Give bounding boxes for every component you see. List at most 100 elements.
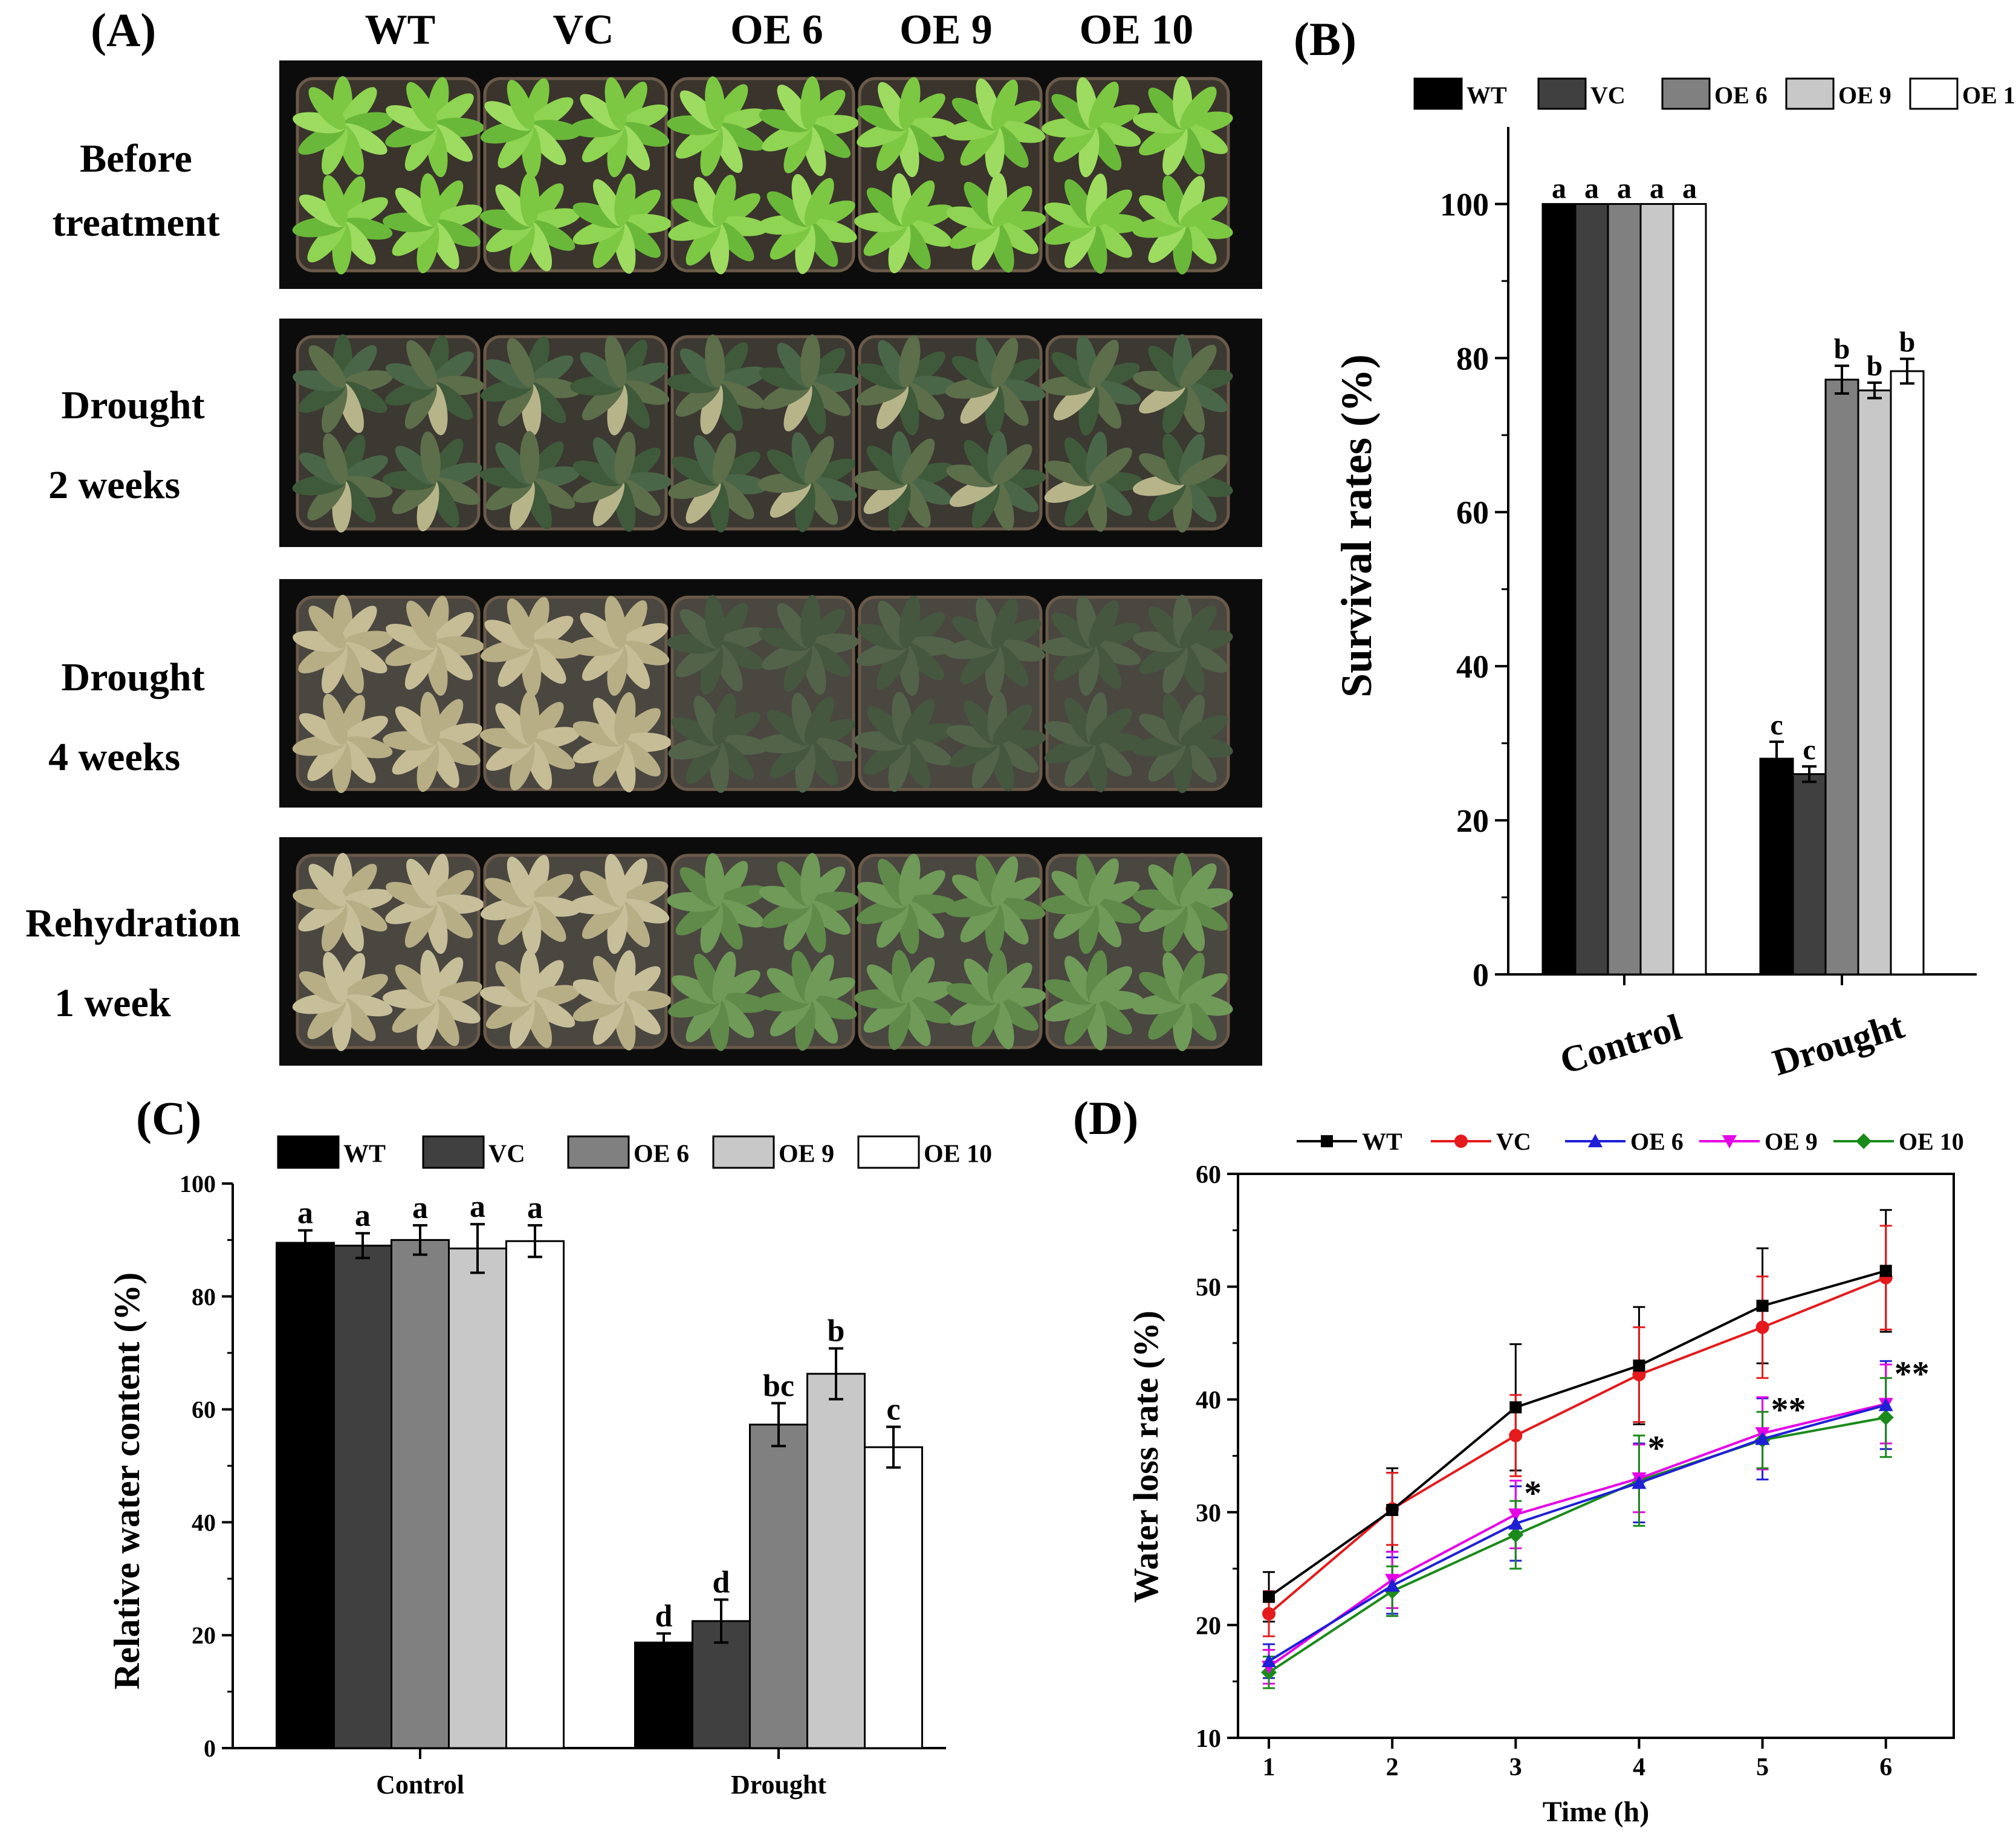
legend-swatch-vc bbox=[422, 1135, 485, 1169]
leaf bbox=[1179, 605, 1217, 649]
plant-rosette bbox=[857, 853, 956, 954]
panel-c-label: (C) bbox=[136, 1092, 202, 1144]
leaf bbox=[1162, 382, 1188, 433]
leaf bbox=[857, 105, 908, 132]
leaf bbox=[901, 699, 935, 745]
y-tick-label-40: 40 bbox=[192, 1509, 216, 1536]
series-line-oe-6 bbox=[1268, 1404, 1887, 1662]
legend-swatch-oe-6 bbox=[567, 1135, 630, 1169]
leaf bbox=[618, 121, 670, 147]
data-point-oe-6-t1 bbox=[1262, 1654, 1277, 1668]
plant-rosette bbox=[385, 595, 484, 696]
leaf bbox=[783, 124, 812, 173]
data-point-oe-6-t4 bbox=[1632, 1475, 1647, 1489]
y-tick-label-60: 60 bbox=[192, 1396, 216, 1424]
leaf bbox=[971, 221, 1000, 271]
leaf bbox=[430, 477, 481, 505]
leaf bbox=[386, 623, 436, 650]
plant-rosette bbox=[945, 597, 1046, 696]
plant-rosette bbox=[293, 334, 393, 433]
row-label-rehydration-line2: 1 week bbox=[54, 981, 171, 1025]
significance-letter-oe-9-control: a bbox=[470, 1190, 485, 1224]
bar-oe-10-drought bbox=[1890, 370, 1925, 976]
leaf bbox=[1179, 345, 1217, 388]
genotype-label-wt: WT bbox=[365, 7, 436, 53]
legend-label-vc: VC bbox=[1496, 1128, 1531, 1155]
bar-oe-6-drought bbox=[749, 1424, 808, 1749]
plant-rosette bbox=[570, 595, 670, 696]
leaf bbox=[1089, 898, 1141, 924]
leaf bbox=[993, 186, 1032, 227]
leaf bbox=[901, 438, 935, 485]
leaf bbox=[614, 950, 636, 1003]
plant-rosette bbox=[857, 595, 956, 696]
plant-rosette bbox=[757, 951, 857, 1051]
leaf bbox=[1088, 858, 1119, 907]
leaf bbox=[308, 345, 346, 388]
leaf bbox=[971, 997, 1000, 1048]
plant-rosette bbox=[481, 597, 581, 696]
leaf bbox=[1044, 461, 1095, 487]
leaf bbox=[671, 456, 721, 486]
leaf bbox=[420, 173, 441, 227]
leaf bbox=[783, 382, 812, 432]
bar-wt-control bbox=[1541, 202, 1577, 976]
leaf bbox=[715, 381, 765, 409]
leaf bbox=[1089, 189, 1132, 227]
leaf bbox=[1179, 86, 1217, 130]
leaf bbox=[604, 853, 627, 907]
leaf bbox=[991, 337, 1019, 388]
leaf bbox=[898, 335, 921, 388]
photo-drought-4-weeks bbox=[279, 579, 1262, 808]
plant-rosette bbox=[1042, 335, 1141, 436]
chart-c-water-content: 0 20 40 60 80 100 Relative water content (%) a a… bbox=[107, 1135, 991, 1799]
leaf bbox=[406, 82, 438, 130]
plant-rosette bbox=[668, 951, 768, 1051]
leaf bbox=[1089, 121, 1141, 147]
plant-rosette bbox=[383, 692, 482, 792]
data-point-oe-10-t3 bbox=[1508, 1527, 1524, 1543]
plant-rosette bbox=[292, 433, 393, 533]
leaf bbox=[572, 979, 624, 1005]
leaf bbox=[322, 382, 348, 433]
plant-rosette bbox=[1044, 950, 1143, 1051]
plant-photo-illustration bbox=[292, 595, 1233, 793]
legend-swatch-oe-6 bbox=[1661, 77, 1711, 110]
x-tick-label-1: 1 bbox=[1263, 1754, 1275, 1781]
plant-rosette bbox=[385, 853, 484, 954]
leaf bbox=[800, 76, 820, 130]
plant-rosette bbox=[1132, 76, 1233, 175]
series-line-vc bbox=[1268, 1276, 1887, 1615]
plant-rosette bbox=[1132, 175, 1233, 274]
leaf bbox=[800, 853, 820, 907]
genotype-label-oe10: OE 10 bbox=[1079, 7, 1194, 53]
leaf bbox=[520, 950, 540, 1003]
y-tick-label-80: 80 bbox=[1456, 340, 1489, 377]
y-tick-label-30: 30 bbox=[1196, 1500, 1221, 1527]
legend-label-vc: VC bbox=[1590, 82, 1625, 109]
leaf bbox=[1162, 901, 1188, 952]
genotype-label-vc: VC bbox=[553, 7, 614, 53]
leaf bbox=[857, 363, 908, 390]
bar-oe-9-control bbox=[448, 1247, 507, 1749]
leaf bbox=[902, 219, 952, 247]
leaf bbox=[804, 436, 834, 485]
plant-rosette bbox=[385, 335, 484, 436]
plant-rosette bbox=[570, 335, 670, 436]
leaf bbox=[1180, 455, 1228, 486]
plant-rosette bbox=[667, 76, 767, 177]
leaf bbox=[1178, 176, 1205, 227]
data-point-oe-6-t6 bbox=[1878, 1398, 1893, 1411]
plant-rosette bbox=[481, 78, 581, 178]
leaf bbox=[805, 737, 857, 762]
y-tick-label-60: 60 bbox=[1196, 1161, 1221, 1189]
legend-label-oe-10: OE 10 bbox=[1962, 82, 2016, 109]
leaf bbox=[759, 886, 811, 909]
leaf bbox=[1180, 715, 1228, 747]
leaf bbox=[618, 898, 670, 924]
photo-rehydration-1-week bbox=[279, 837, 1262, 1066]
legend-label-wt: WT bbox=[1362, 1128, 1402, 1155]
y-tick-label-20: 20 bbox=[192, 1622, 216, 1649]
data-point-oe-9-t3 bbox=[1508, 1508, 1523, 1522]
photo-drought-2-weeks bbox=[279, 319, 1262, 547]
